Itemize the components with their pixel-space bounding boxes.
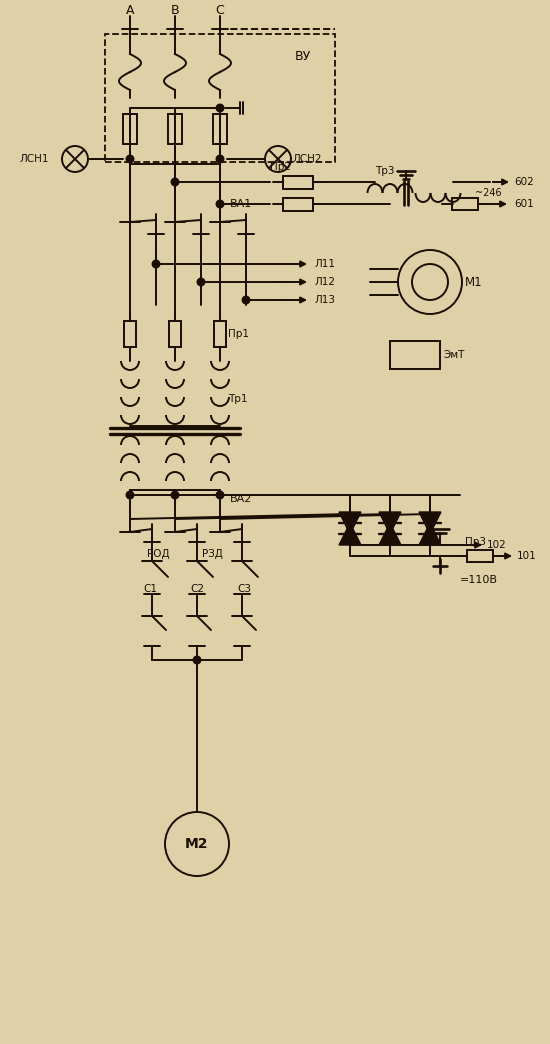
Circle shape [243,296,250,304]
Circle shape [217,156,223,163]
Text: ЛСН2: ЛСН2 [293,155,322,164]
Text: Пр1: Пр1 [228,329,249,339]
Text: А: А [126,4,134,18]
Circle shape [217,104,223,112]
Bar [390,341,440,369]
Bar [169,321,181,347]
Text: ~246: ~246 [475,188,502,198]
Bar [123,114,137,144]
Text: М2: М2 [185,837,209,851]
Circle shape [217,200,223,208]
Polygon shape [339,523,361,545]
Text: ЭмТ: ЭмТ [443,350,464,360]
Text: ВА1: ВА1 [230,199,252,209]
Bar [467,550,493,562]
Polygon shape [419,523,441,545]
Bar [283,197,313,211]
Bar [213,114,227,144]
Bar [105,34,335,162]
Circle shape [172,179,179,186]
Circle shape [152,261,160,267]
Text: С: С [216,4,224,18]
Circle shape [398,250,462,314]
Text: =110В: =110В [460,575,498,585]
Text: РЗД: РЗД [202,549,223,559]
Text: 101: 101 [517,551,537,561]
Text: ВУ: ВУ [295,49,311,63]
Polygon shape [419,512,441,533]
Text: Л11: Л11 [315,259,336,269]
Text: РОД: РОД [147,549,169,559]
Circle shape [412,264,448,300]
Bar [168,114,182,144]
Text: Тр1: Тр1 [228,394,248,404]
Circle shape [194,657,201,664]
Circle shape [217,492,223,498]
Text: Л13: Л13 [315,295,336,305]
Bar [214,321,226,347]
Circle shape [197,279,205,285]
Text: ЛСН1: ЛСН1 [20,155,50,164]
Text: 601: 601 [514,199,534,209]
Circle shape [126,492,134,498]
Text: Пр2: Пр2 [270,162,291,172]
Text: Пр3: Пр3 [465,537,486,547]
Text: ВА2: ВА2 [230,494,252,504]
Circle shape [172,492,179,498]
Polygon shape [379,512,401,533]
Bar [452,198,478,210]
Text: Тр3: Тр3 [375,166,394,176]
Polygon shape [339,512,361,533]
Bar [283,175,313,189]
Text: С2: С2 [190,584,204,594]
Text: 102: 102 [487,540,507,550]
Text: В: В [170,4,179,18]
Bar [124,321,136,347]
Text: Л12: Л12 [315,277,336,287]
Text: 602: 602 [514,177,534,187]
Text: С3: С3 [237,584,251,594]
Text: М1: М1 [465,276,483,288]
Text: С1: С1 [143,584,157,594]
Circle shape [126,156,134,163]
Polygon shape [379,523,401,545]
